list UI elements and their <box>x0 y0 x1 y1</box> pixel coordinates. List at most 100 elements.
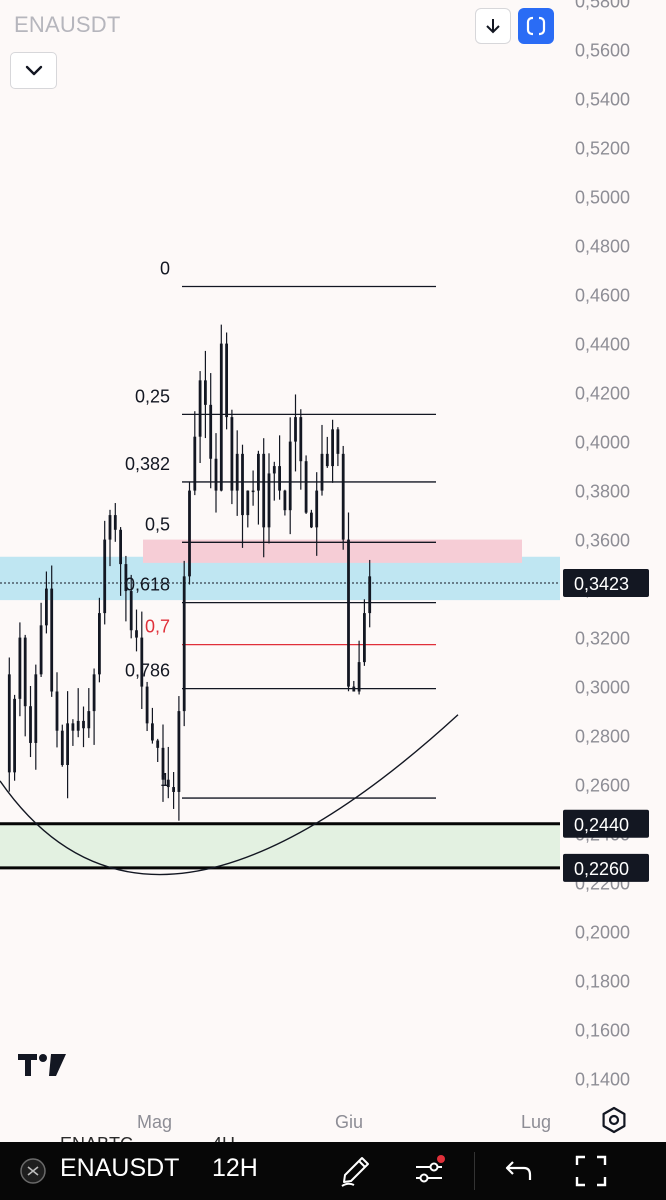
candle-body <box>214 458 218 491</box>
candle-body <box>29 706 32 743</box>
candle-body <box>310 512 313 528</box>
candle-body <box>156 740 160 748</box>
candle-body <box>283 490 287 511</box>
candle-body <box>60 730 64 765</box>
draw-pen-icon[interactable] <box>338 1154 372 1188</box>
candle-body <box>325 453 329 467</box>
candle-body <box>182 576 186 712</box>
y-tick-label: 0,3600 <box>575 531 630 551</box>
price-tag-label: 0,2260 <box>574 859 629 879</box>
arc-drawing[interactable] <box>0 714 459 876</box>
download-button[interactable] <box>475 8 511 44</box>
candle-body <box>151 723 154 741</box>
candle-body <box>34 674 38 743</box>
candle-body <box>108 515 112 540</box>
price-tag-label: 0,2440 <box>574 815 629 835</box>
candle-body <box>230 417 234 491</box>
chart-settings-icon[interactable] <box>600 1106 628 1134</box>
candle-body <box>299 417 303 462</box>
toolbar-symbol-button[interactable]: ENAUSDT <box>60 1154 180 1182</box>
candle-body <box>288 441 292 511</box>
y-tick-label: 0,2000 <box>575 923 630 943</box>
tradingview-logo <box>18 1054 66 1076</box>
candle-body <box>262 453 266 528</box>
candle-body <box>267 473 271 528</box>
fib-level-label: 1 <box>160 770 170 790</box>
candle-body <box>140 637 144 687</box>
candle-body <box>135 630 138 638</box>
candle-body <box>45 588 48 626</box>
price-tag <box>563 853 649 882</box>
candle-body <box>166 779 170 788</box>
candle-body <box>336 429 340 454</box>
y-tick-label: 0,3800 <box>575 482 630 502</box>
price-chart[interactable]: 0 0,25 0,382 0,5 0,618 0,7 0,786 1 0,5800 0,5600… <box>0 0 666 1140</box>
candle-body <box>103 539 107 614</box>
y-tick-label: 0,4400 <box>575 335 630 355</box>
price-axis[interactable]: 0,5800 0,5600 0,5400 0,5200 0,5000 0,4800 0,46… <box>575 0 630 1090</box>
candle-body <box>352 686 356 692</box>
candle-body <box>98 613 101 675</box>
y-tick-label: 0,4800 <box>575 237 630 257</box>
screen-mode-button[interactable] <box>518 8 554 44</box>
fib-level-label: 0,7 <box>145 617 170 637</box>
candle-body <box>363 613 366 663</box>
candle-body <box>219 343 223 491</box>
candle-body <box>198 380 202 437</box>
zones-layer <box>0 539 560 870</box>
blue-zone[interactable] <box>0 556 560 601</box>
indicators-settings-icon[interactable] <box>412 1154 446 1188</box>
fib-level-label: 0,5 <box>145 514 170 534</box>
price-tag <box>563 809 649 838</box>
candle-body <box>39 625 43 675</box>
toolbar-interval-button[interactable]: 12H <box>212 1154 258 1182</box>
candle-body <box>204 380 207 405</box>
collapse-button[interactable] <box>10 52 57 89</box>
fib-level-label: 0 <box>160 259 170 279</box>
pink-zone[interactable] <box>143 539 522 563</box>
candle-body <box>76 720 80 731</box>
symbol-logo-icon[interactable] <box>18 1156 48 1186</box>
y-tick-label: 0,4600 <box>575 286 630 306</box>
toolbar-separator <box>474 1152 475 1190</box>
y-tick-label: 0,3000 <box>575 678 630 698</box>
candle-body <box>193 436 197 491</box>
green-zone[interactable] <box>0 823 560 868</box>
y-tick-label: 0,1800 <box>575 972 630 992</box>
candle-body <box>241 453 244 516</box>
candle-body <box>7 674 11 773</box>
y-tick-label: 0,4200 <box>575 384 630 404</box>
candle-body <box>66 723 69 765</box>
candle-body <box>368 576 372 614</box>
candle-body <box>320 453 324 491</box>
candles-layer <box>7 324 372 821</box>
fullscreen-toggle-icon[interactable] <box>574 1154 608 1188</box>
candle-body <box>357 662 361 692</box>
candle-body <box>272 466 276 474</box>
candle-body <box>294 417 297 442</box>
arc-curve[interactable] <box>0 714 459 876</box>
candle-body <box>82 720 85 729</box>
candle-body <box>257 453 260 491</box>
y-tick-label: 0,2600 <box>575 776 630 796</box>
candle-body <box>347 539 350 687</box>
candle-body <box>18 637 22 699</box>
candle-body <box>55 691 59 731</box>
fibonacci-retracement[interactable]: 0 0,25 0,382 0,5 0,618 0,7 0,786 1 <box>125 259 436 799</box>
price-tag-label: 0,3423 <box>574 574 629 594</box>
candle-body <box>172 787 175 792</box>
price-tag <box>563 568 649 597</box>
candle-body <box>92 674 96 712</box>
y-tick-label: 0,5600 <box>575 41 630 61</box>
x-tick-label: Giu <box>335 1112 364 1132</box>
candle-body <box>119 529 122 565</box>
undo-icon[interactable] <box>500 1154 534 1188</box>
y-tick-label: 0,4000 <box>575 433 630 453</box>
y-tick-label: 0,5800 <box>575 0 630 12</box>
candle-body <box>278 466 281 491</box>
chart-symbol-title: ENAUSDT <box>14 12 121 37</box>
candle-body <box>23 637 27 707</box>
x-tick-label: Lug <box>521 1112 552 1132</box>
candle-body <box>124 564 128 592</box>
arrow-down-icon <box>486 19 500 34</box>
